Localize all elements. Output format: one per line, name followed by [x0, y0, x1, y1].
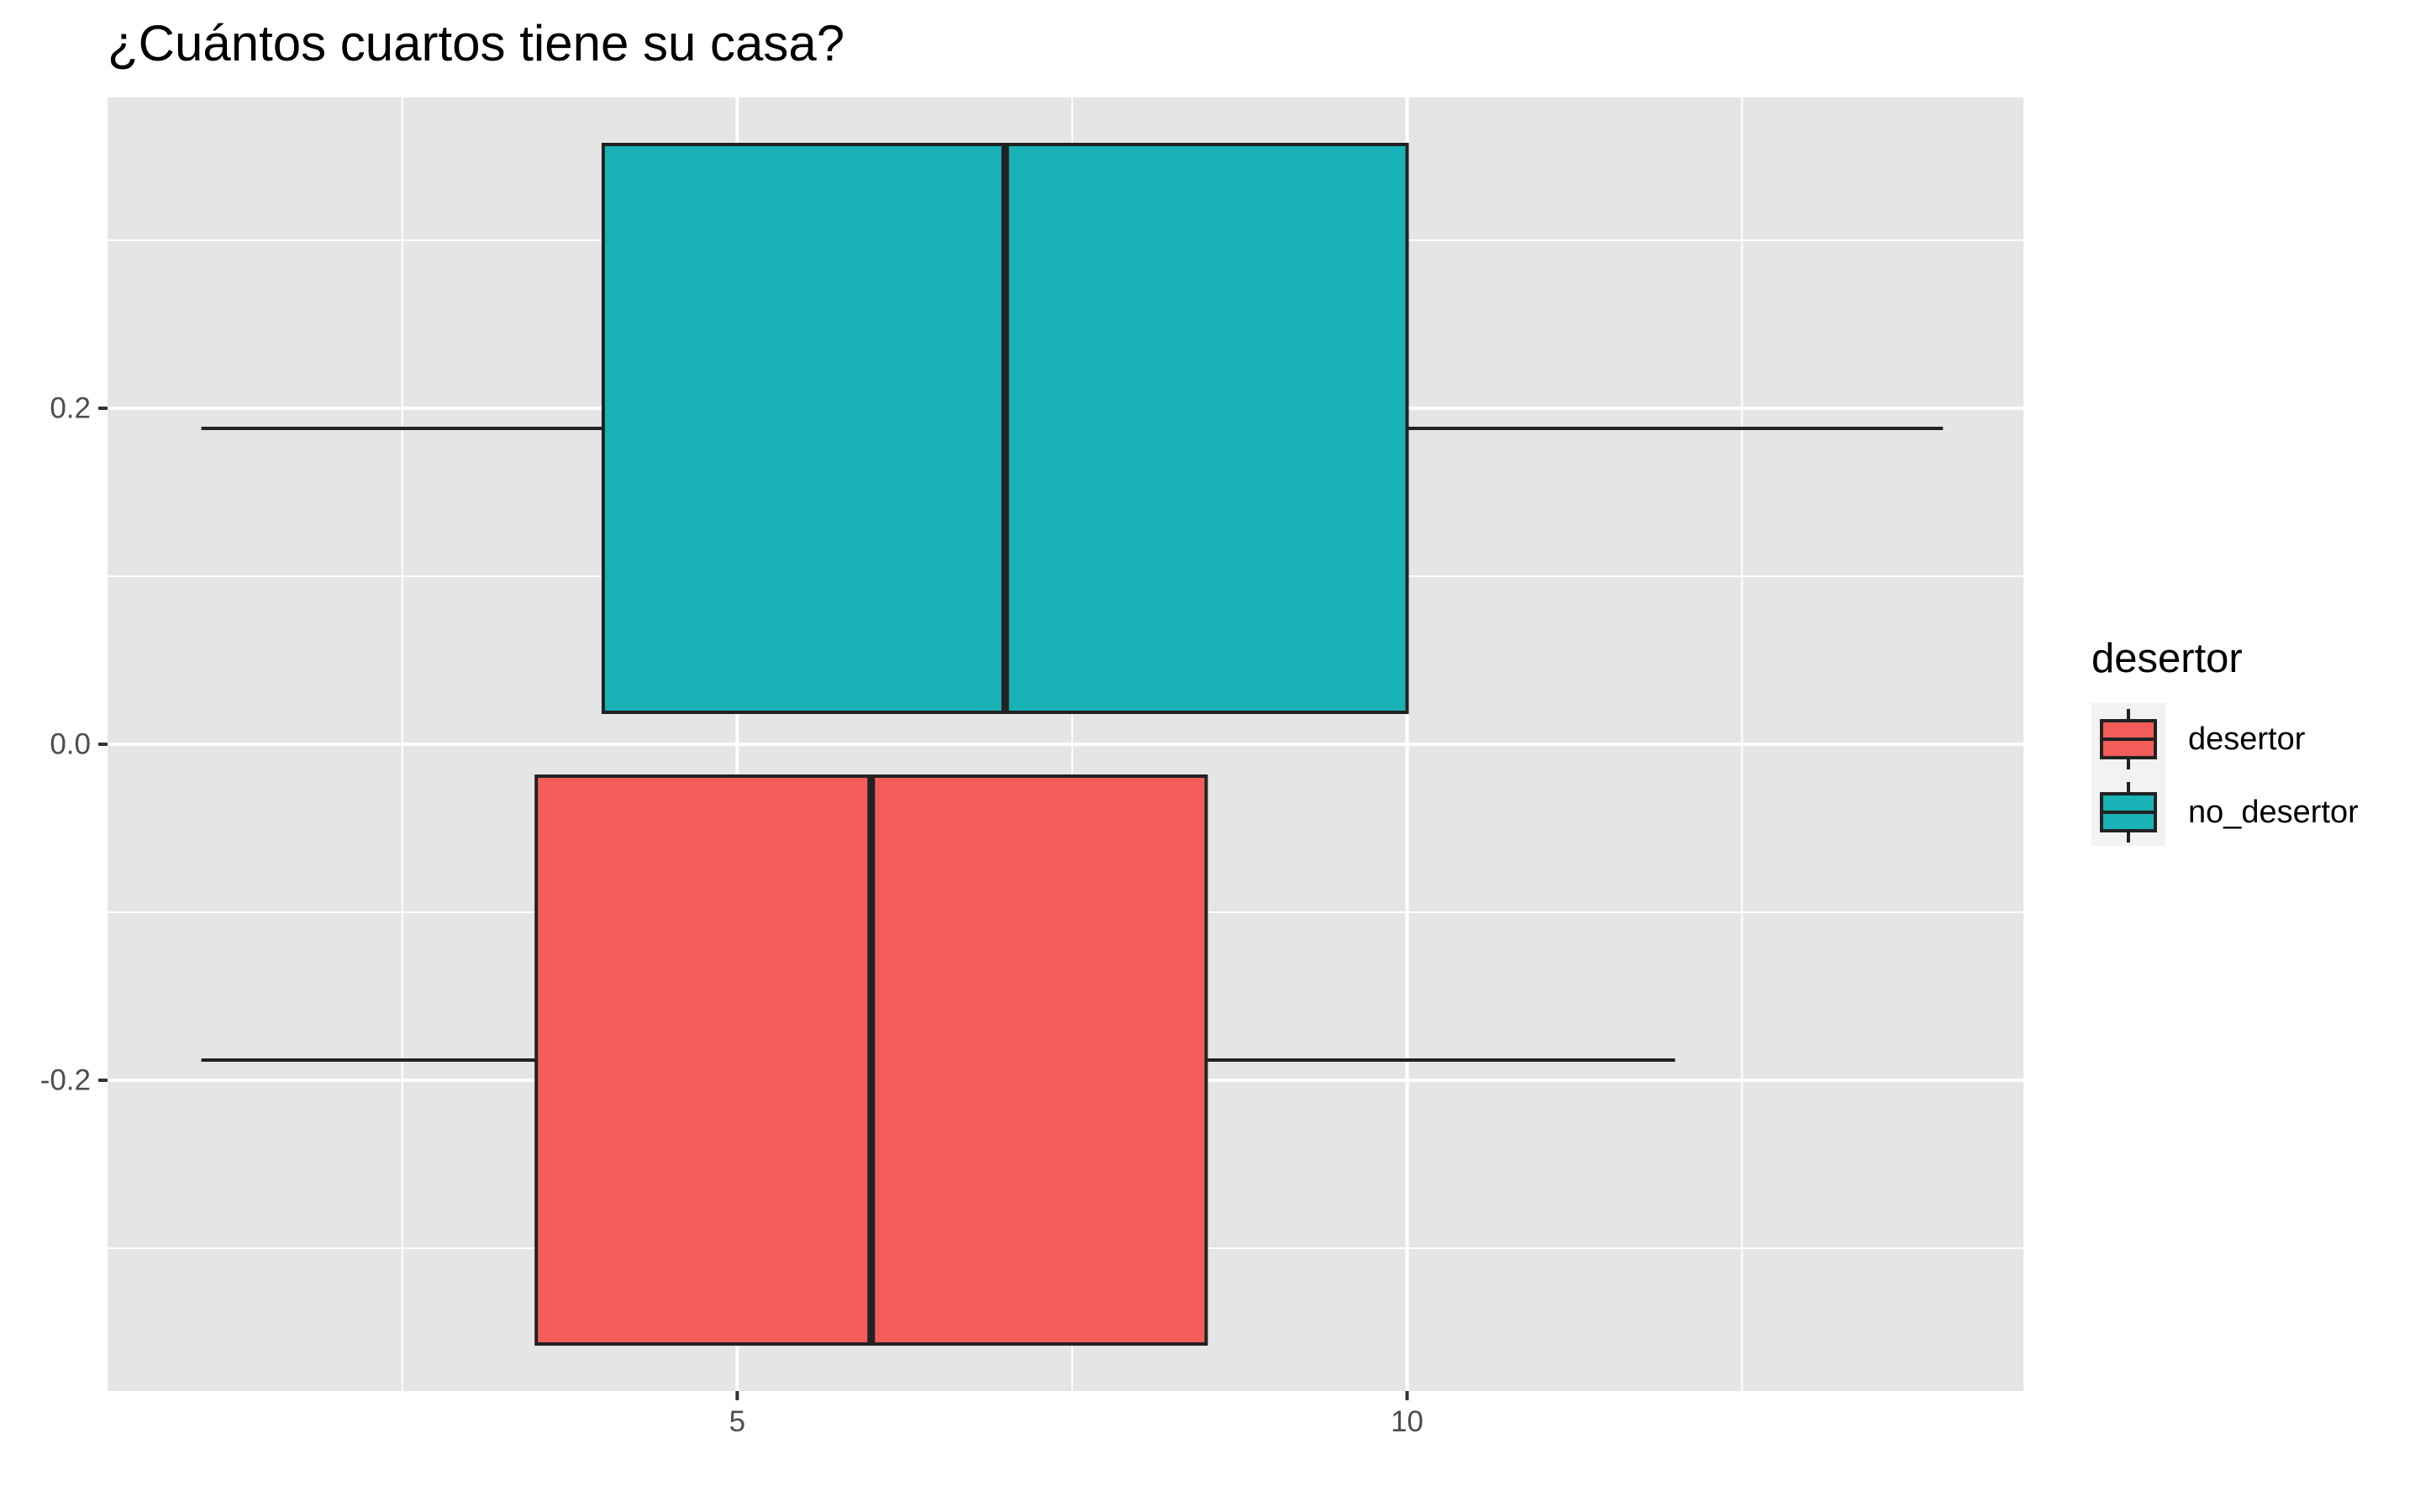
x-tick-label: 5	[729, 1405, 745, 1438]
y-tick-label: 0.0	[50, 728, 91, 761]
y-tick-label: 0.2	[50, 392, 91, 425]
legend-key-no_desertor: no_desertor	[2100, 782, 2359, 843]
legend-keys: desertor no_desertor	[2100, 709, 2359, 843]
box-no_desertor	[201, 143, 1944, 714]
legend-label: no_desertor	[2188, 795, 2359, 830]
box-series	[201, 143, 1944, 1346]
legend-title: desertor	[2091, 636, 2243, 681]
x-axis: 5 10	[729, 1391, 1423, 1438]
x-tick-label: 10	[1391, 1405, 1423, 1438]
chart-title: ¿Cuántos cuartos tiene su casa?	[108, 15, 844, 71]
y-axis: -0.2 0.0 0.2	[40, 392, 108, 1097]
box-desertor	[201, 774, 1676, 1346]
legend: desertor desertor no_desertor	[2091, 636, 2359, 846]
y-tick-label: -0.2	[40, 1064, 91, 1097]
legend-key-desertor: desertor	[2100, 709, 2306, 769]
legend-label: desertor	[2188, 722, 2306, 757]
